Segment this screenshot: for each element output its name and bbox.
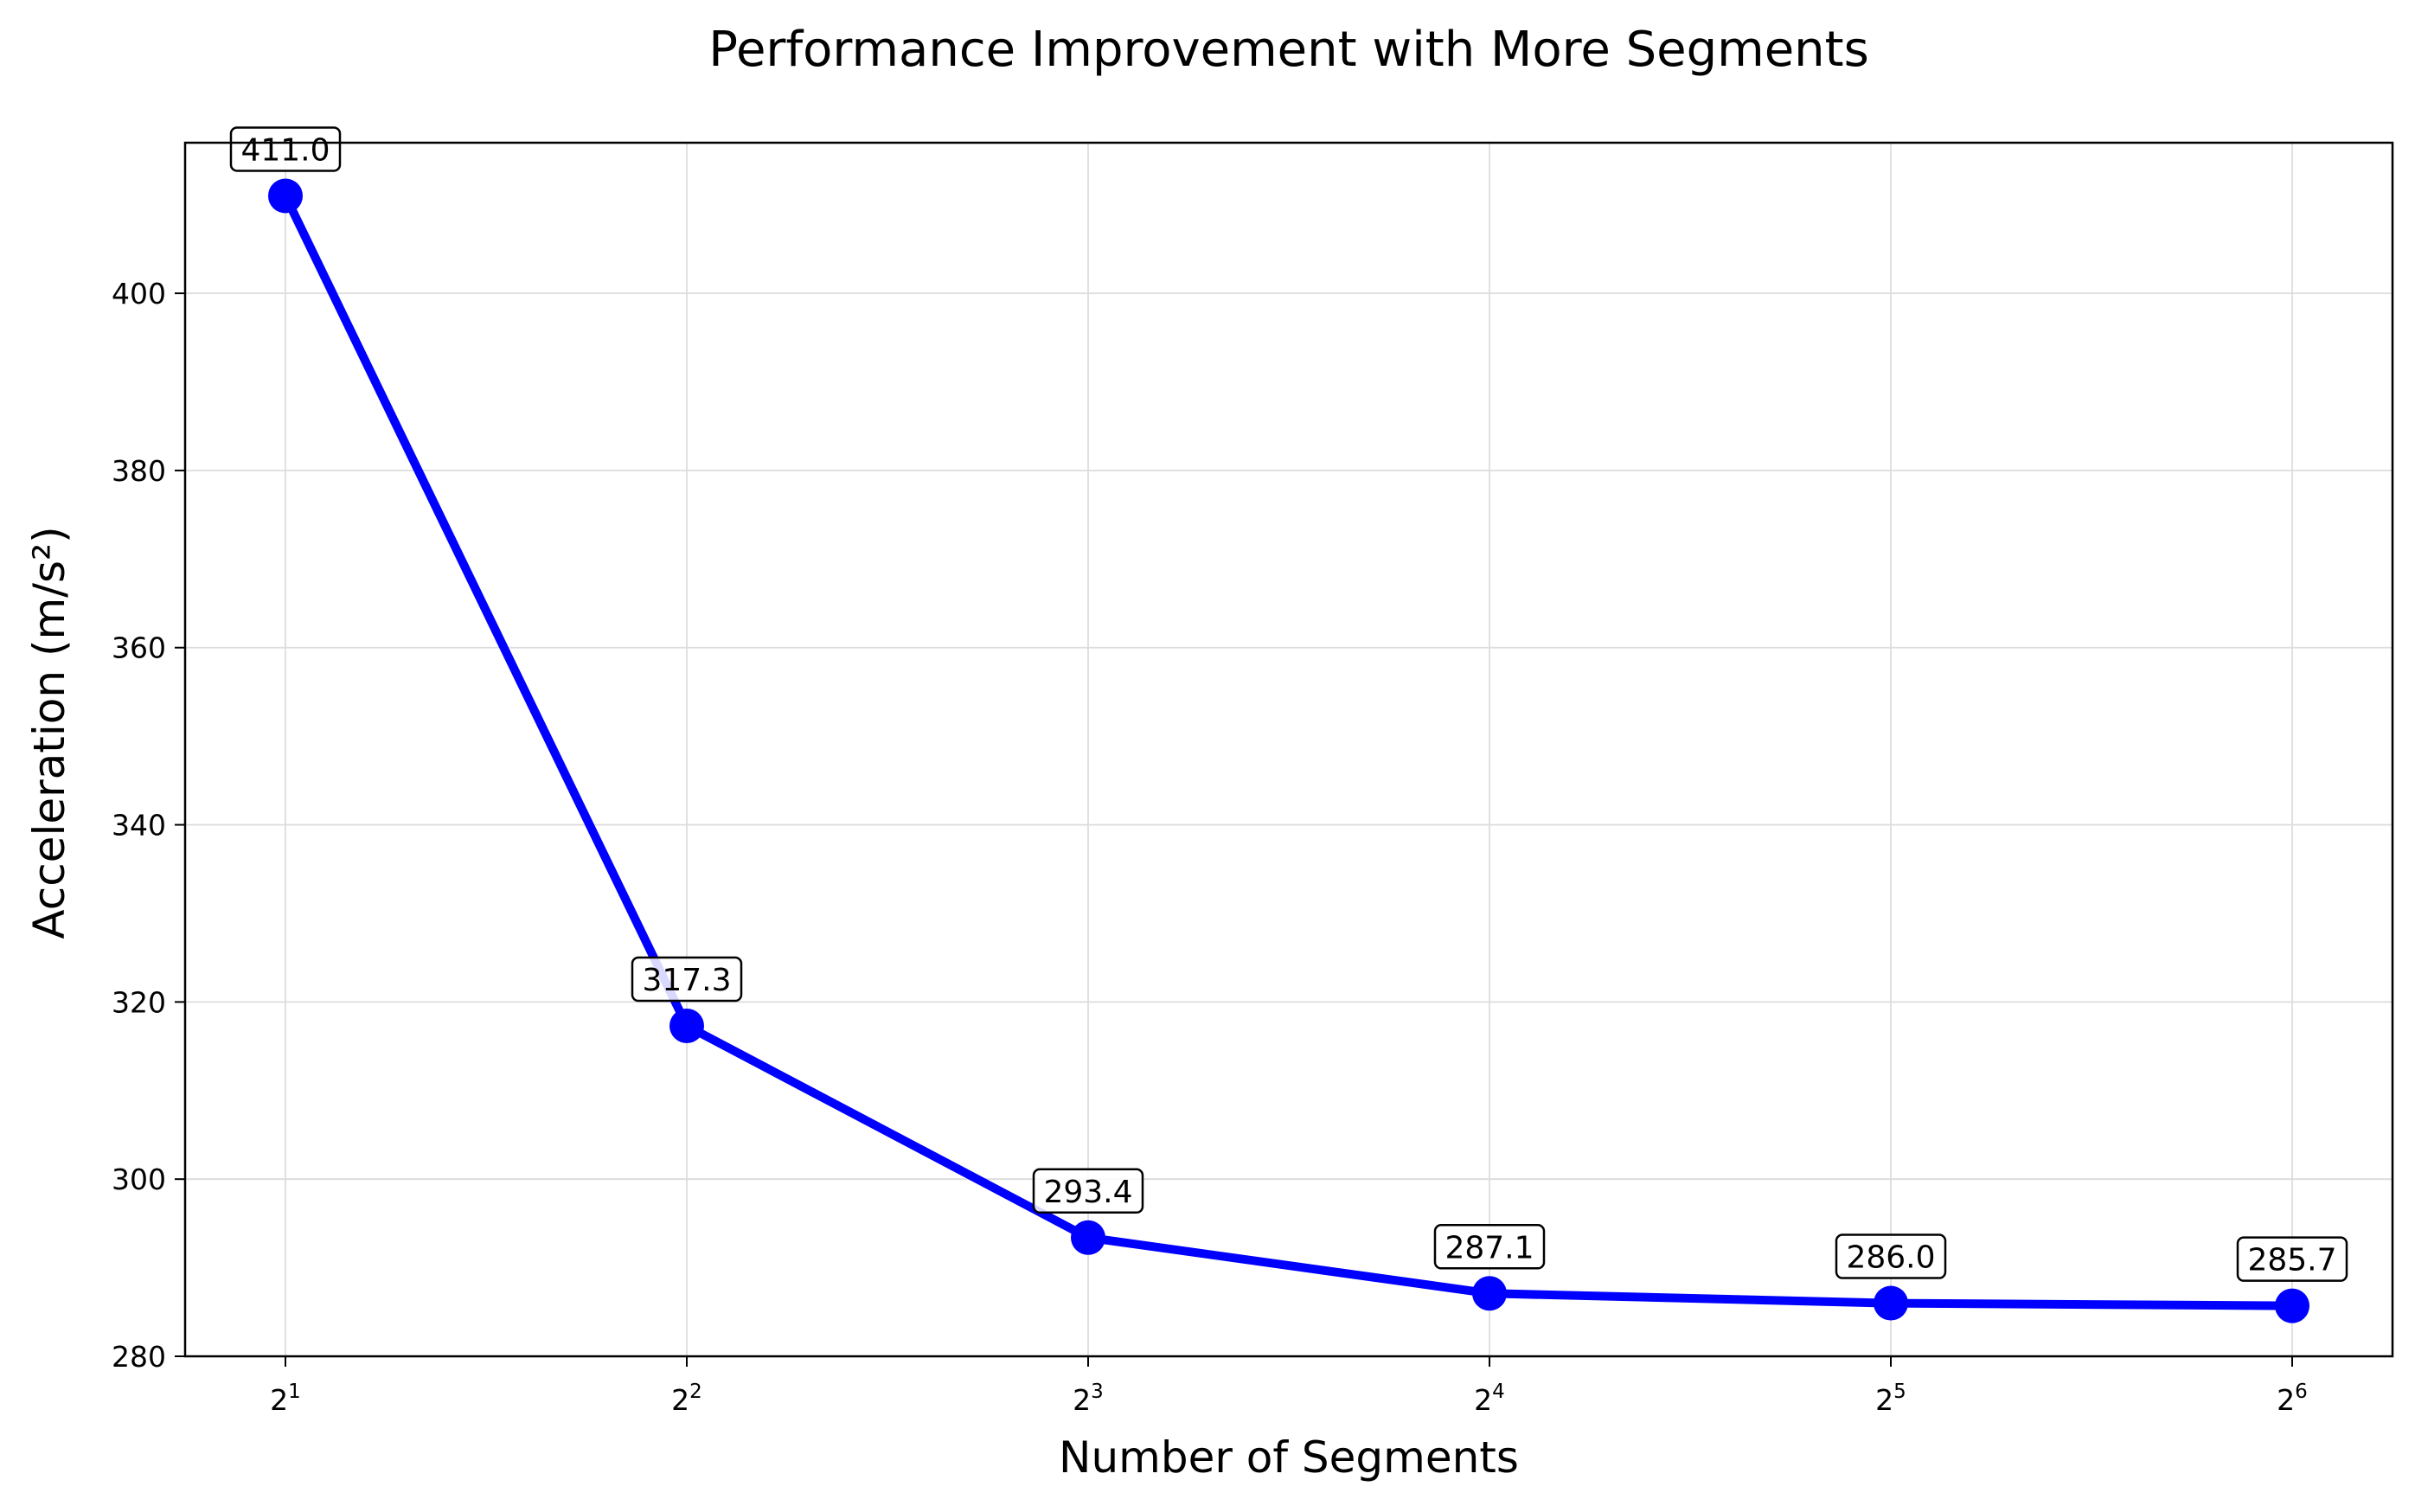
data-label: 411.0 [240, 132, 330, 168]
data-point [268, 178, 303, 214]
x-tick-label: 24 [1474, 1381, 1505, 1417]
data-label-box [1032, 1168, 1144, 1214]
x-tick-exponent: 4 [1492, 1381, 1505, 1403]
x-tick-label: 26 [2277, 1381, 2308, 1417]
data-points [268, 178, 2309, 1323]
data-label-box [1835, 1233, 1947, 1279]
y-tick-label: 380 [112, 454, 166, 488]
data-point [1874, 1285, 1908, 1321]
x-tick-base: 2 [1474, 1383, 1492, 1417]
x-tick-base: 2 [1875, 1383, 1893, 1417]
x-tick-base: 2 [270, 1383, 288, 1417]
x-tick-exponent: 5 [1893, 1381, 1906, 1403]
data-label: 317.3 [642, 963, 731, 998]
x-tick-label: 23 [1073, 1381, 1104, 1417]
chart-title: Performance Improvement with More Segmen… [708, 22, 1869, 78]
grid-lines [185, 143, 2393, 1357]
data-point [1472, 1276, 1507, 1311]
data-labels: 411.0 317.3 293.4 287.1 286.0 285.7 [229, 126, 2348, 1282]
y-tick-label: 280 [112, 1340, 166, 1374]
series-line [281, 191, 2296, 1310]
y-axis-ticks: 280 300 320 340 360 380 400 [112, 277, 185, 1374]
y-tick-label: 340 [112, 809, 166, 842]
data-label: 293.4 [1043, 1175, 1132, 1210]
y-axis-label: Acceleration (m/s²) [24, 526, 74, 939]
x-axis-label: Number of Segments [1059, 1432, 1519, 1483]
y-tick-label: 400 [112, 277, 166, 311]
y-tick-label: 360 [112, 631, 166, 665]
data-label-box [631, 956, 743, 1003]
data-label-box [1433, 1224, 1546, 1270]
x-tick-base: 2 [1073, 1383, 1091, 1417]
data-label: 286.0 [1846, 1240, 1935, 1276]
data-point [1071, 1220, 1105, 1255]
x-tick-exponent: 3 [1091, 1381, 1104, 1403]
x-tick-base: 2 [2277, 1383, 2295, 1417]
series-line-layer [281, 191, 2296, 1310]
data-label: 285.7 [2247, 1243, 2336, 1278]
x-tick-exponent: 2 [689, 1381, 702, 1403]
data-label-box [2236, 1236, 2348, 1282]
x-tick-label: 21 [270, 1381, 301, 1417]
x-tick-exponent: 1 [288, 1381, 301, 1403]
x-axis-ticks: 21 22 23 24 25 26 [270, 1356, 2308, 1417]
x-tick-label: 25 [1875, 1381, 1906, 1417]
x-tick-exponent: 6 [2295, 1381, 2308, 1403]
data-label: 287.1 [1445, 1230, 1534, 1265]
x-tick-base: 2 [671, 1383, 689, 1417]
data-point [669, 1009, 704, 1044]
data-label-box [229, 126, 342, 172]
data-point [2275, 1288, 2309, 1323]
y-tick-label: 300 [112, 1163, 166, 1196]
plot-area-frame [183, 141, 2394, 1358]
x-tick-label: 22 [671, 1381, 702, 1417]
y-tick-label: 320 [112, 985, 166, 1019]
